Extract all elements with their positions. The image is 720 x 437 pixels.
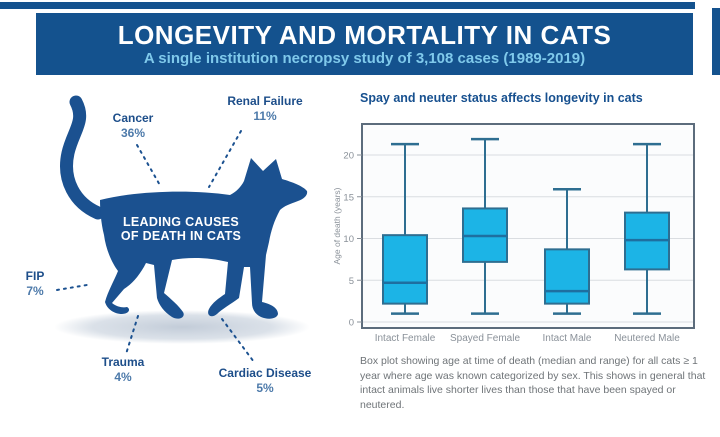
cause-label-renal-failure: Renal Failure 11% — [222, 95, 308, 123]
cardiac-leader-line — [221, 318, 255, 363]
header-banner: LONGEVITY AND MORTALITY IN CATS A single… — [36, 13, 693, 75]
trauma-leader-line — [125, 315, 139, 355]
right-accent-block — [712, 8, 720, 75]
y-tick-label: 5 — [349, 276, 354, 287]
y-tick-label: 10 — [343, 234, 354, 245]
boxplot-spayed-female — [462, 137, 508, 315]
x-category-label: Spayed Female — [450, 333, 520, 344]
cat-shadow — [54, 310, 310, 344]
x-category-label: Neutered Male — [614, 333, 680, 344]
iqr-box — [544, 248, 590, 305]
chart-caption: Box plot showing age at time of death (m… — [360, 355, 706, 411]
cat-center-label-line2: OF DEATH IN CATS — [120, 229, 242, 243]
cat-tail — [60, 95, 105, 220]
boxplot-intact-male — [544, 187, 590, 315]
cause-pct: 4% — [114, 370, 132, 384]
cause-label-cancer: Cancer 36% — [103, 112, 163, 140]
page-subtitle: A single institution necropsy study of 3… — [143, 50, 586, 67]
cause-pct: 7% — [26, 284, 44, 298]
top-accent-strip — [0, 2, 695, 9]
cause-name: Cardiac Disease — [218, 366, 312, 380]
iqr-box — [382, 234, 428, 305]
cause-pct: 5% — [256, 381, 274, 395]
cause-pct: 11% — [253, 109, 277, 123]
cause-name: Trauma — [101, 355, 145, 369]
cat-silhouette-graphic — [54, 95, 310, 363]
cat-center-label: LEADING CAUSES OF DEATH IN CATS — [118, 215, 244, 243]
x-category-label: Intact Male — [543, 333, 592, 344]
cat-figure-panel: LEADING CAUSES OF DEATH IN CATS Cancer 3… — [0, 85, 340, 395]
fip-leader-line — [56, 284, 88, 291]
chart-title: Spay and neuter status affects longevity… — [360, 91, 643, 105]
y-tick-label: 0 — [349, 318, 354, 329]
boxplot-chart: 0 5 10 15 20 Age of death (years) Intact Femal… — [332, 123, 695, 344]
x-category-label: Intact Female — [375, 333, 436, 344]
y-tick-label: 20 — [343, 151, 354, 162]
page-title: LONGEVITY AND MORTALITY IN CATS — [117, 20, 612, 50]
boxplot-neutered-male — [624, 142, 670, 315]
cat-body — [100, 158, 308, 319]
cause-name: FIP — [25, 269, 45, 283]
cause-pct: 36% — [120, 126, 146, 140]
renal-failure-leader-line — [208, 130, 242, 188]
cause-label-trauma: Trauma 4% — [95, 356, 151, 384]
cause-label-cardiac-disease: Cardiac Disease 5% — [212, 367, 318, 395]
cause-name: Renal Failure — [227, 94, 303, 108]
cat-center-label-line1: LEADING CAUSES — [122, 215, 240, 229]
y-tick-label: 15 — [343, 192, 354, 203]
boxplot-intact-female — [382, 142, 428, 315]
cause-label-fip: FIP 7% — [14, 270, 56, 298]
y-axis-title: Age of death (years) — [332, 187, 342, 264]
cause-name: Cancer — [112, 111, 154, 125]
cancer-leader-line — [136, 144, 162, 188]
